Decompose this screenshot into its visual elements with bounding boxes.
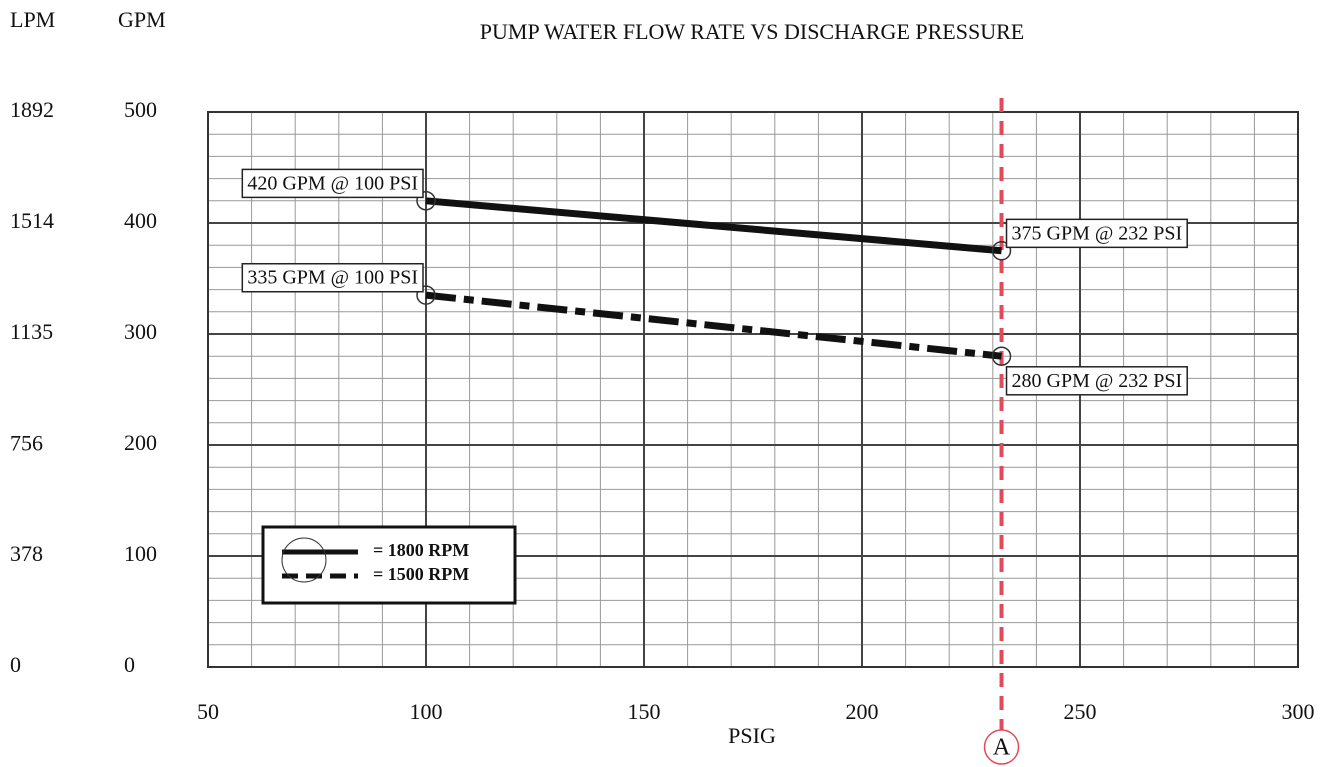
- y-tick-label: 300: [124, 319, 157, 344]
- y-tick-label: 500: [124, 97, 157, 122]
- x-tick-label: 250: [1064, 699, 1097, 724]
- x-tick-label: 100: [410, 699, 443, 724]
- y2-tick-label: 1514: [10, 208, 54, 233]
- legend-label: = 1500 RPM: [373, 564, 469, 584]
- value-label-box: [1005, 218, 1188, 249]
- y-tick-label: 400: [124, 208, 157, 233]
- y2-tick-label: 378: [10, 541, 43, 566]
- value-label: 280 GPM @ 232 PSI: [1012, 370, 1183, 392]
- y-tick-label: 0: [124, 652, 135, 677]
- value-label: 420 GPM @ 100 PSI: [247, 172, 418, 194]
- y-tick-label: 200: [124, 430, 157, 455]
- y2-tick-label: 756: [10, 430, 43, 455]
- point-marker: [991, 241, 1012, 261]
- value-label: 375 GPM @ 232 PSI: [1012, 222, 1183, 244]
- legend-box: [261, 525, 517, 605]
- x-tick-label: 150: [628, 699, 661, 724]
- value-label-box: [241, 262, 424, 293]
- y2-tick-label: 1892: [10, 97, 54, 122]
- reference-marker: [983, 729, 1020, 765]
- point-marker: [416, 191, 436, 211]
- chart-title: PUMP WATER FLOW RATE VS DISCHARGE PRESSU…: [480, 19, 1024, 44]
- y-axis-label: GPM: [118, 7, 166, 32]
- value-label-box: [1005, 366, 1188, 396]
- point-marker: [991, 346, 1012, 366]
- reference-label: A: [993, 735, 1011, 761]
- x-tick-label: 50: [197, 699, 219, 724]
- legend-label: = 1800 RPM: [373, 540, 469, 560]
- y2-tick-label: 0: [10, 652, 21, 677]
- legend-circle: [281, 537, 327, 583]
- point-marker: [416, 285, 436, 305]
- x-tick-label: 300: [1282, 699, 1315, 724]
- y2-tick-label: 1135: [10, 319, 53, 344]
- value-label-box: [241, 168, 424, 199]
- x-axis-label: PSIG: [728, 723, 776, 748]
- y-tick-label: 100: [124, 541, 157, 566]
- x-tick-label: 200: [846, 699, 879, 724]
- series-line: [425, 291, 1002, 360]
- legend: = 1800 RPM = 1500 RPM: [261, 525, 517, 605]
- value-label: 335 GPM @ 100 PSI: [247, 267, 418, 289]
- series-line: [425, 197, 1002, 255]
- y2-axis-label: LPM: [10, 7, 55, 32]
- plot-frame: [207, 111, 1299, 668]
